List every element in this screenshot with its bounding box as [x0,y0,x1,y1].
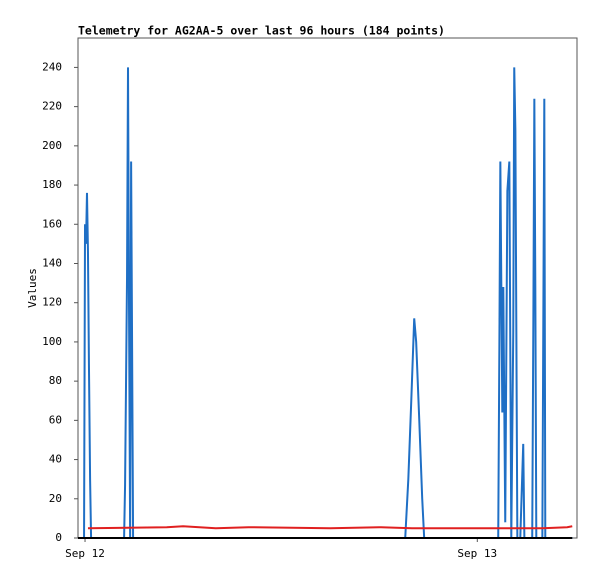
y-tick-label: 60 [49,413,62,426]
y-tick-label: 180 [42,178,62,191]
y-tick-label: 20 [49,492,62,505]
series-line [87,525,573,530]
y-tick-label: 220 [42,100,62,113]
y-tick-label: 140 [42,256,62,269]
chart-title: Telemetry for AG2AA-5 over last 96 hours… [78,24,445,38]
x-tick-label: Sep 13 [457,547,497,560]
y-tick-label: 80 [49,374,62,387]
y-tick-label: 40 [49,453,62,466]
y-tick-label: 100 [42,335,62,348]
y-tick-label: 160 [42,217,62,230]
y-tick-label: 200 [42,139,62,152]
y-tick-label: 240 [42,60,62,73]
y-tick-label: 120 [42,296,62,309]
y-axis-label: Values [26,268,39,308]
x-tick-label: Sep 12 [65,547,105,560]
y-tick-label: 0 [55,531,62,544]
